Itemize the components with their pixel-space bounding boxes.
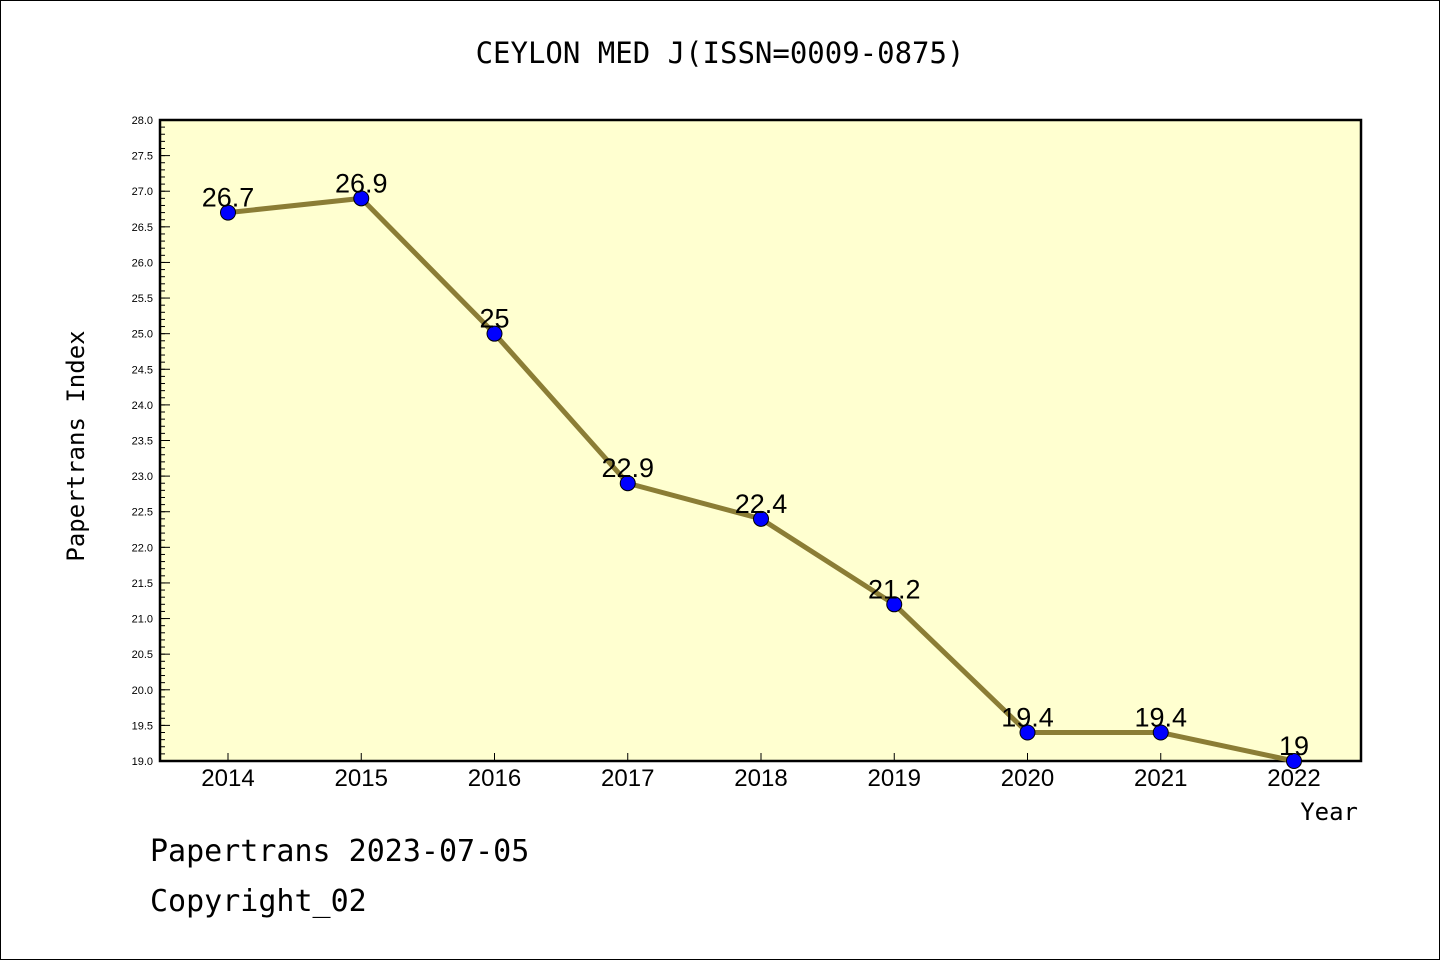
y-tick-label: 19.5 <box>132 720 153 732</box>
data-label: 26.7 <box>202 183 255 213</box>
y-tick-label: 27.5 <box>132 151 153 163</box>
data-point <box>619 475 636 492</box>
x-tick-label: 2015 <box>335 765 388 792</box>
data-point <box>1286 753 1302 769</box>
y-tick-label: 23.0 <box>132 471 153 483</box>
y-tick-label: 23.5 <box>132 436 153 448</box>
y-tick-label: 26.0 <box>132 257 153 269</box>
data-point <box>353 190 370 207</box>
y-tick-label: 28.0 <box>132 115 153 127</box>
data-point <box>1019 724 1036 741</box>
footer-copyright: Copyright_02 <box>150 884 367 919</box>
y-tick-label: 19.0 <box>132 756 153 768</box>
data-label: 26.9 <box>335 168 388 198</box>
x-tick-label: 2021 <box>1134 765 1187 792</box>
data-label: 19.4 <box>1001 703 1054 733</box>
data-label: 21.2 <box>868 574 921 604</box>
x-tick-label: 2016 <box>468 765 521 792</box>
x-tick-label: 2020 <box>1001 765 1054 792</box>
y-tick-label: 24.0 <box>132 400 153 412</box>
x-tick-label: 2014 <box>201 765 254 792</box>
x-axis-label: Year <box>1300 798 1358 826</box>
y-tick-label: 20.5 <box>132 649 153 661</box>
y-tick-label: 22.5 <box>132 507 153 519</box>
y-tick-label: 22.0 <box>132 542 153 554</box>
data-label: 19.4 <box>1134 703 1187 733</box>
y-tick-label: 21.5 <box>132 578 153 590</box>
data-label: 22.9 <box>601 453 654 483</box>
x-tick-label: 2018 <box>734 765 787 792</box>
plot-border <box>158 118 1363 763</box>
data-point <box>753 510 769 527</box>
x-tick-label: 2017 <box>601 765 654 792</box>
data-label: 25 <box>479 304 509 334</box>
y-tick-label: 25.0 <box>132 329 153 341</box>
y-tick-label: 27.0 <box>132 186 153 198</box>
data-point <box>1152 724 1169 741</box>
data-label: 22.4 <box>735 489 788 519</box>
data-point <box>220 204 236 221</box>
y-tick-label: 24.5 <box>132 364 153 376</box>
plot-area <box>160 120 1361 761</box>
data-label: 19 <box>1279 731 1309 761</box>
x-tick-label: 2022 <box>1267 765 1320 792</box>
y-tick-label: 21.0 <box>132 614 153 626</box>
x-tick-label: 2019 <box>868 765 921 792</box>
y-tick-label: 25.5 <box>132 293 153 305</box>
chart-title: CEYLON MED J(ISSN=0009-0875) <box>475 36 965 70</box>
data-point <box>486 325 503 342</box>
data-point <box>886 596 903 613</box>
y-tick-label: 20.0 <box>132 685 153 697</box>
y-tick-label: 26.5 <box>132 222 153 234</box>
footer-date: Papertrans 2023-07-05 <box>150 834 530 869</box>
